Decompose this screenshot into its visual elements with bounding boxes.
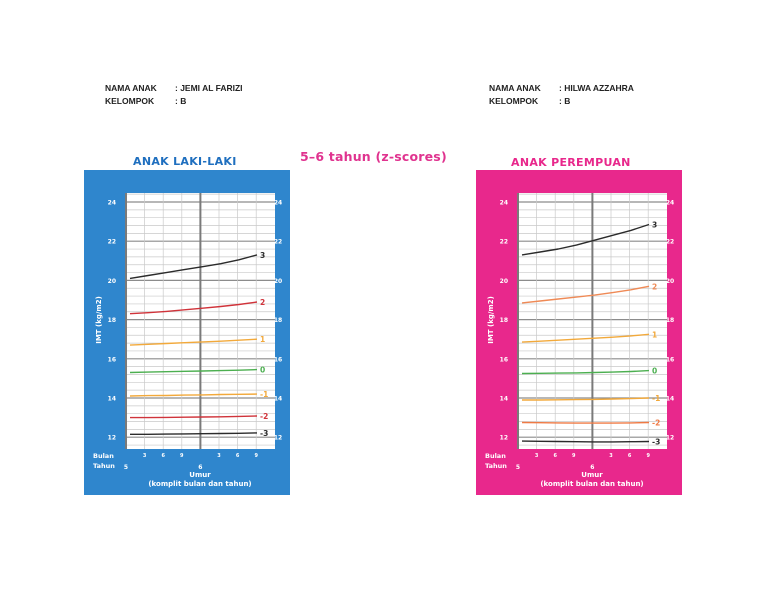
y-tick-right: 20 <box>274 278 282 285</box>
zscore-line--2 <box>130 415 258 419</box>
month-tick: 3 <box>535 453 539 459</box>
month-tick: 6 <box>628 453 632 459</box>
x-axis-sublabel: (komplit bulan dan tahun) <box>148 480 251 488</box>
zscore-label-0: 0 <box>260 366 265 375</box>
row-label-month: Bulan <box>93 452 114 460</box>
month-tick: 9 <box>646 453 650 459</box>
group-label: KELOMPOK <box>105 96 155 106</box>
month-tick: 6 <box>236 453 240 459</box>
year-tick: 6 <box>590 464 594 471</box>
zscore-label-3: 3 <box>260 251 265 260</box>
y-tick-right: 22 <box>666 239 674 246</box>
y-tick-right: 14 <box>666 396 674 403</box>
y-tick-left: 16 <box>108 356 116 363</box>
y-tick-left: 20 <box>108 278 116 285</box>
month-tick: 3 <box>609 453 613 459</box>
year-tick: 5 <box>124 464 128 471</box>
month-tick: 3 <box>217 453 221 459</box>
y-tick-left: 22 <box>500 239 508 246</box>
y-tick-left: 14 <box>500 396 508 403</box>
chart-range-title: 5–6 tahun (z-scores) <box>300 149 447 164</box>
zscore-label--1: -1 <box>260 390 268 399</box>
zscore-label-1: 1 <box>260 335 265 344</box>
y-tick-left: 18 <box>108 317 116 324</box>
y-tick-right: 16 <box>666 356 674 363</box>
month-tick: 9 <box>180 453 184 459</box>
y-tick-left: 18 <box>500 317 508 324</box>
zscore-line--3 <box>521 440 650 443</box>
group-value: : B <box>175 96 187 106</box>
zscore-line-0 <box>521 369 650 375</box>
y-tick-left: 12 <box>108 435 116 442</box>
y-tick-left: 14 <box>108 396 116 403</box>
month-tick: 3 <box>143 453 147 459</box>
x-axis-label: Umur <box>581 471 603 479</box>
y-axis-label: IMT (kg/m2) <box>487 296 495 344</box>
y-tick-right: 22 <box>274 239 282 246</box>
zscore-line-0 <box>129 368 258 374</box>
y-tick-right: 24 <box>274 200 282 207</box>
zscore-label--2: -2 <box>260 412 268 421</box>
zscore-line--2 <box>521 421 650 424</box>
girl-chart-title: ANAK PEREMPUAN <box>511 156 631 169</box>
name-value: : JEMI AL FARIZI <box>175 83 243 93</box>
row-label-year: Tahun <box>485 462 507 470</box>
y-axis-label: IMT (kg/m2) <box>95 296 103 344</box>
zscore-label-0: 0 <box>652 367 657 376</box>
y-tick-right: 18 <box>274 317 282 324</box>
group-label: KELOMPOK <box>489 96 539 106</box>
zscore-label--3: -3 <box>652 438 660 447</box>
zscore-label--1: -1 <box>652 394 660 403</box>
student-info-girl: NAMA ANAK : HILWA AZZAHRA KELOMPOK : B <box>489 82 634 108</box>
y-tick-left: 16 <box>500 356 508 363</box>
zscore-line-1 <box>521 333 650 343</box>
zscore-label-1: 1 <box>652 330 657 339</box>
boy-chart-title: ANAK LAKI-LAKI <box>133 155 237 168</box>
zscore-line--1 <box>129 393 258 397</box>
y-tick-left: 24 <box>500 200 508 207</box>
month-tick: 9 <box>254 453 258 459</box>
y-tick-left: 24 <box>108 200 116 207</box>
month-tick: 6 <box>161 453 165 459</box>
zscore-label-2: 2 <box>260 298 265 307</box>
x-axis-sublabel: (komplit bulan dan tahun) <box>540 480 643 488</box>
row-label-year: Tahun <box>93 462 115 470</box>
zscore-line-2 <box>129 301 258 315</box>
y-tick-right: 14 <box>274 396 282 403</box>
zscore-line--1 <box>522 397 650 401</box>
zscore-label-3: 3 <box>652 221 657 230</box>
y-tick-right: 18 <box>666 317 674 324</box>
y-tick-left: 12 <box>500 435 508 442</box>
x-axis-label: Umur <box>189 471 211 479</box>
y-tick-right: 16 <box>274 356 282 363</box>
y-tick-right: 24 <box>666 200 674 207</box>
y-tick-left: 20 <box>500 278 508 285</box>
zscore-line--3 <box>130 432 258 435</box>
zscore-line-2 <box>521 285 650 304</box>
y-tick-left: 22 <box>108 239 116 246</box>
name-value: : HILWA AZZAHRA <box>559 83 634 93</box>
zscore-label-2: 2 <box>652 282 657 291</box>
month-tick: 6 <box>553 453 557 459</box>
zscore-line-1 <box>129 338 258 346</box>
name-label: NAMA ANAK <box>489 83 541 93</box>
student-info-boy: NAMA ANAK : JEMI AL FARIZI KELOMPOK : B <box>105 82 243 108</box>
year-tick: 5 <box>516 464 520 471</box>
y-tick-right: 20 <box>666 278 674 285</box>
zscore-line-3 <box>129 254 258 280</box>
y-tick-right: 12 <box>274 435 282 442</box>
name-label: NAMA ANAK <box>105 83 157 93</box>
zscore-label--3: -3 <box>260 429 268 438</box>
zscore-label--2: -2 <box>652 419 660 428</box>
year-tick: 6 <box>198 464 202 471</box>
row-label-month: Bulan <box>485 452 506 460</box>
zscore-line-3 <box>521 223 650 256</box>
month-tick: 9 <box>572 453 576 459</box>
group-value: : B <box>559 96 571 106</box>
y-tick-right: 12 <box>666 435 674 442</box>
